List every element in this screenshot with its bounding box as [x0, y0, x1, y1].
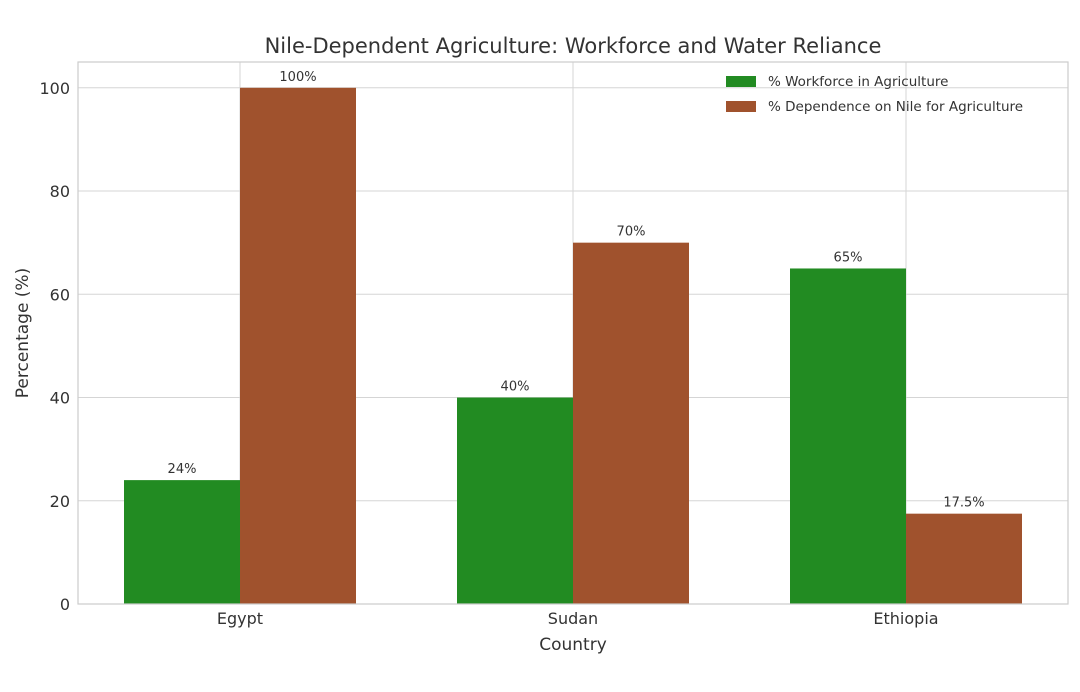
legend: % Workforce in Agriculture % Dependence o…	[726, 74, 1023, 115]
y-axis-label: Percentage (%)	[13, 268, 33, 398]
y-tick-label: 0	[60, 595, 70, 614]
bar-sudan-series-1	[573, 242, 689, 604]
bar-ethiopia-series-0	[790, 268, 906, 604]
y-tick-label: 80	[50, 182, 70, 201]
legend-swatch	[726, 101, 756, 112]
bar-egypt-series-1	[240, 87, 356, 605]
data-label: 70%	[617, 225, 646, 240]
bars	[124, 87, 1022, 605]
chart-title: Nile-Dependent Agriculture: Workforce an…	[265, 34, 882, 58]
plot-frame	[77, 61, 1069, 605]
data-label: 17.5%	[943, 496, 984, 511]
data-labels: 24% 40% 65% 100% 70% 17.5%	[168, 70, 985, 511]
legend-label: % Workforce in Agriculture	[768, 74, 948, 90]
data-label: 24%	[168, 462, 197, 477]
x-tick-label: Egypt	[217, 609, 263, 628]
bar-egypt-series-0	[124, 480, 240, 604]
y-ticks: 0 20 40 60 80 100	[39, 79, 70, 614]
y-tick-label: 60	[50, 285, 70, 304]
legend-swatch	[726, 76, 756, 87]
x-ticks: Egypt Sudan Ethiopia	[217, 609, 939, 628]
x-axis-label: Country	[539, 635, 607, 655]
y-tick-label: 20	[50, 492, 70, 511]
data-label: 100%	[279, 70, 316, 85]
bar-ethiopia-series-1	[906, 513, 1022, 604]
data-label: 65%	[834, 250, 863, 265]
y-tick-label: 100	[39, 79, 70, 98]
data-label: 40%	[501, 380, 530, 395]
x-tick-label: Sudan	[548, 609, 598, 628]
bar-sudan-series-0	[457, 397, 573, 604]
legend-label: % Dependence on Nile for Agriculture	[768, 99, 1023, 115]
x-tick-label: Ethiopia	[873, 609, 938, 628]
y-tick-label: 40	[50, 389, 70, 408]
